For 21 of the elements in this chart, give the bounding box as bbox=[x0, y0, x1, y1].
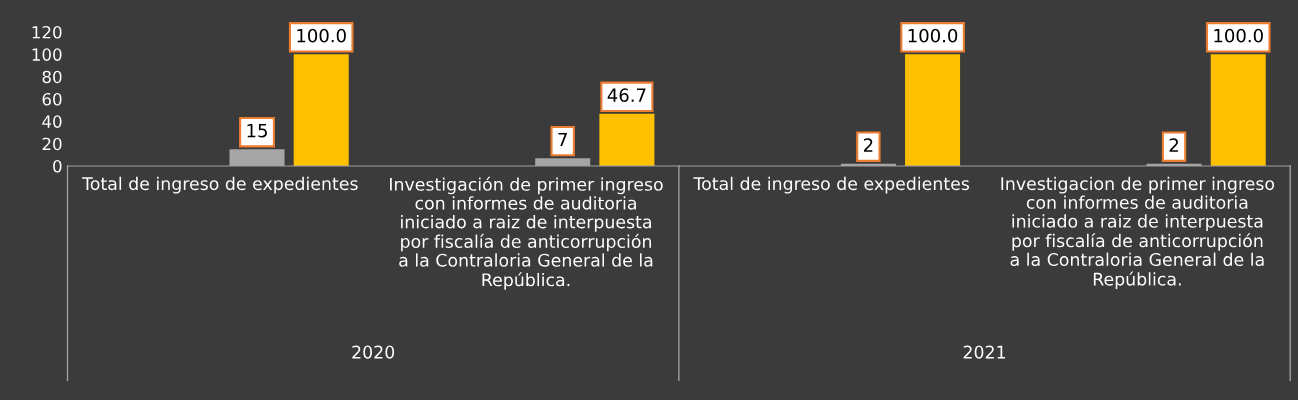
y-tick-label: 100 bbox=[32, 48, 62, 61]
data-label: 15 bbox=[247, 124, 267, 138]
y-tick-label: 80 bbox=[42, 70, 62, 84]
text: 2021 bbox=[963, 345, 1006, 359]
text: 2020 bbox=[352, 345, 395, 359]
x-tick-label: Investigacion de primer ingreso con informes de auditoria iniciado a raiz de interpuesta por fiscalía de anticorrupción a la Contraloria General de la República. bbox=[1001, 176, 1275, 290]
x-tick-label: Total de ingreso de expedientes bbox=[693, 176, 970, 194]
x-tick-label: Total de ingreso de expedientes bbox=[82, 176, 358, 194]
data-label: 2 bbox=[1169, 138, 1178, 152]
data-label: 7 bbox=[558, 132, 567, 147]
data-label: 100.0 bbox=[1214, 28, 1263, 43]
data-label: 100.0 bbox=[908, 28, 958, 43]
data-label: 46.7 bbox=[607, 88, 646, 103]
y-tick-label: 40 bbox=[42, 115, 62, 128]
x-tick-label: Investigación de primer ingreso con informes de auditoria iniciado a raiz de interpuesta por fiscalía de anticorrupción a la Contraloria General de la República. bbox=[390, 176, 663, 290]
y-tick-label: 120 bbox=[32, 25, 62, 39]
y-tick-label: 0 bbox=[53, 159, 62, 173]
y-tick-label: 20 bbox=[42, 137, 62, 151]
y-tick-label: 60 bbox=[42, 92, 62, 106]
data-label: 2 bbox=[863, 138, 873, 152]
data-label: 100.0 bbox=[297, 28, 346, 43]
